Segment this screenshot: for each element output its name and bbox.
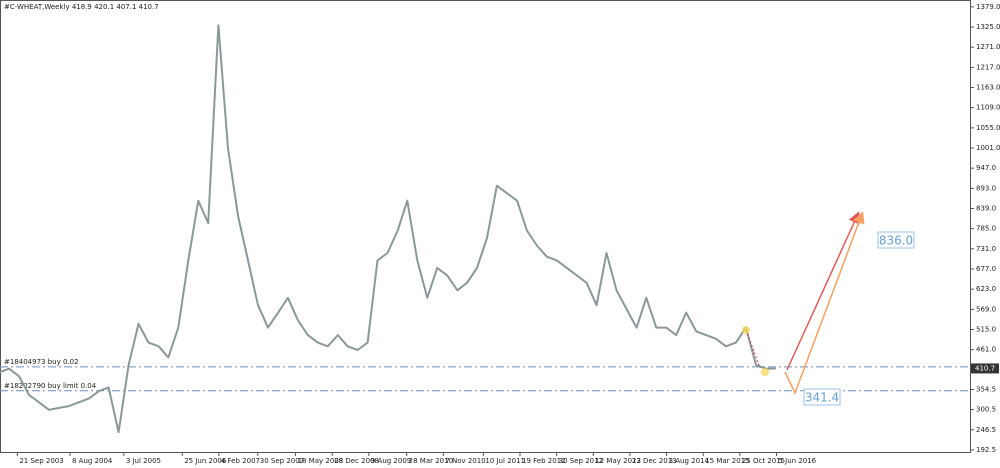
x-tick-label: 28 Dec 2008	[334, 457, 379, 465]
y-tick-label: 300.5	[976, 406, 996, 414]
target-box	[877, 231, 915, 249]
x-tick-label: 25 Jun 2006	[184, 457, 227, 465]
y-tick-label: 246.5	[976, 426, 996, 434]
x-tick-label: 30 Sep 2012	[559, 457, 603, 465]
y-tick-label: 839.0	[976, 205, 996, 213]
target-label: 341.4	[805, 391, 839, 405]
order-connector	[745, 329, 761, 369]
y-tick-label: 1163.0	[976, 84, 1000, 92]
x-tick-label: 22 Dec 2013	[632, 457, 677, 465]
current-price: 410.7	[975, 364, 995, 372]
y-tick-label: 947.0	[976, 164, 996, 172]
x-tick-label: 9 Aug 2009	[371, 457, 411, 465]
y-tick-label: 1217.0	[976, 63, 1000, 71]
y-tick-label: 785.0	[976, 225, 996, 233]
y-tick-label: 677.0	[976, 265, 996, 273]
x-tick-label: 15 Mar 2015	[705, 457, 749, 465]
y-tick-label: 623.0	[976, 285, 996, 293]
y-tick-label: 354.5	[976, 385, 996, 393]
price-box	[971, 363, 999, 374]
y-tick-label: 1055.0	[976, 124, 1000, 132]
y-tick-label: 1109.0	[976, 104, 1000, 112]
y-tick-label: 893.0	[976, 184, 996, 192]
forecast-arrow	[786, 211, 860, 371]
x-tick-label: 5 Jun 2016	[778, 457, 816, 465]
y-tick-label: 1379.0	[976, 3, 1000, 11]
x-tick-label: 19 Feb 2012	[522, 457, 566, 465]
y-tick-label: 461.0	[976, 346, 996, 354]
entry-marker	[761, 368, 769, 376]
x-tick-label: 12 May 2013	[595, 457, 641, 465]
forecast-arrow	[784, 211, 865, 395]
chart-title: #C-WHEAT,Weekly 418.9 420.1 407.1 410.7	[4, 3, 159, 11]
y-tick-label: 731.0	[976, 245, 996, 253]
y-tick-label: 1325.0	[976, 23, 1000, 31]
order-label: #18404973 buy 0.02	[4, 358, 79, 366]
x-tick-label: 21 Sep 2003	[19, 457, 63, 465]
y-tick-label: 569.0	[976, 305, 996, 313]
plot-frame	[0, 0, 971, 453]
y-tick-label: 1001.0	[976, 144, 1000, 152]
x-tick-label: 28 Mar 2010	[409, 457, 453, 465]
x-tick-label: 30 Sep 2007	[260, 457, 304, 465]
x-tick-label: 7 Nov 2010	[445, 457, 485, 465]
x-tick-label: 18 May 2008	[298, 457, 344, 465]
target-label: 836.0	[879, 234, 913, 248]
x-tick-label: 8 Aug 2004	[72, 457, 113, 465]
entry-marker	[742, 326, 750, 334]
x-tick-label: 4 Feb 2007	[221, 457, 260, 465]
order-label: #18202790 buy limit 0.04	[4, 382, 97, 390]
x-tick-label: 10 Jul 2011	[485, 457, 525, 465]
y-tick-label: 515.0	[976, 326, 996, 334]
x-tick-label: 3 Jul 2005	[126, 457, 161, 465]
y-tick-label: 192.5	[976, 446, 996, 454]
plot: #18404973 buy 0.02 #18202790 buy limit 0.…	[0, 24, 970, 434]
price-line	[0, 24, 776, 434]
x-tick-label: 25 Oct 2015	[742, 457, 785, 465]
target-box	[803, 388, 841, 406]
x-tick-label: 3 Aug 2014	[669, 457, 710, 465]
y-tick-label: 1271.0	[976, 43, 1000, 51]
